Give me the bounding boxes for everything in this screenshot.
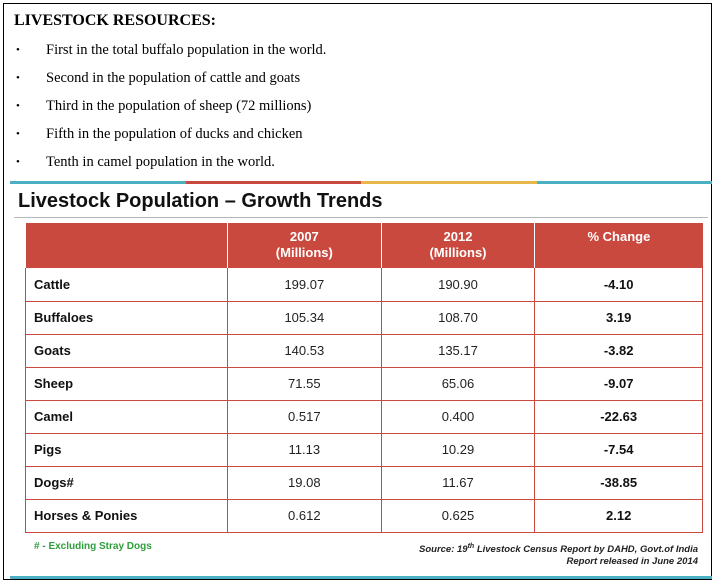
value-2007-cell: 199.07 (227, 268, 382, 302)
change-cell: -22.63 (534, 399, 703, 434)
bullet-item: • Tenth in camel population in the world. (16, 154, 275, 170)
bullet-item: • Fifth in the population of ducks and ch… (16, 126, 303, 142)
animal-cell: Buffaloes (25, 300, 228, 335)
table-header-row: 2007 (Millions) 2012 (Millions) % Change (25, 223, 703, 268)
value-2007-cell: 105.34 (227, 300, 382, 335)
table-row: Pigs 11.13 10.29 -7.54 (25, 432, 703, 467)
table-row: Sheep 71.55 65.06 -9.07 (25, 366, 703, 401)
header-cell-2012: 2012 (Millions) (381, 223, 536, 268)
table-row: Camel 0.517 0.400 -22.63 (25, 399, 703, 434)
resource-bullet-list: • First in the total buffalo population i… (14, 40, 326, 180)
change-cell: -38.85 (534, 465, 703, 500)
change-cell: 3.19 (534, 300, 703, 335)
value-2007-cell: 19.08 (227, 465, 382, 500)
change-cell: -9.07 (534, 366, 703, 401)
table-row: Buffaloes 105.34 108.70 3.19 (25, 300, 703, 335)
value-2012-cell: 190.90 (380, 268, 536, 302)
bullet-icon: • (16, 44, 20, 56)
color-segment (361, 181, 537, 184)
value-2012-cell: 11.67 (380, 465, 536, 500)
change-cell: -7.54 (534, 432, 703, 467)
change-cell: -3.82 (534, 333, 703, 368)
bullet-icon: • (16, 156, 20, 168)
bullet-icon: • (16, 128, 20, 140)
panel-top-color-bar (10, 181, 712, 184)
color-segment (10, 181, 186, 184)
header-cell-change: % Change (534, 223, 703, 268)
table-row: Dogs# 19.08 11.67 -38.85 (25, 465, 703, 500)
value-2007-cell: 71.55 (227, 366, 382, 401)
value-2012-cell: 0.625 (380, 498, 536, 533)
color-segment (185, 181, 361, 184)
value-2012-cell: 108.70 (380, 300, 536, 335)
animal-cell: Horses & Ponies (25, 498, 228, 533)
panel-bottom-rule (10, 576, 712, 579)
value-2007-cell: 11.13 (227, 432, 382, 467)
table-row: Goats 140.53 135.17 -3.82 (25, 333, 703, 368)
document-frame: LIVESTOCK RESOURCES: • First in the total… (3, 3, 712, 580)
footnote: # - Excluding Stray Dogs (34, 541, 152, 552)
change-cell: -4.10 (534, 268, 703, 302)
bullet-item: • First in the total buffalo population i… (16, 42, 327, 58)
source-note: Source: 19th Livestock Census Report by … (419, 543, 698, 568)
bullet-icon: • (16, 100, 20, 112)
bullet-item: • Second in the population of cattle and … (16, 70, 301, 86)
animal-cell: Pigs (25, 432, 228, 467)
value-2012-cell: 65.06 (380, 366, 536, 401)
bullet-icon: • (16, 72, 20, 84)
table-row: Horses & Ponies 0.612 0.625 2.12 (25, 498, 703, 533)
title-divider (14, 217, 708, 218)
value-2012-cell: 10.29 (380, 432, 536, 467)
animal-cell: Dogs# (25, 465, 228, 500)
value-2007-cell: 0.612 (227, 498, 382, 533)
panel-title: Livestock Population – Growth Trends (18, 190, 383, 212)
header-cell-animal (25, 223, 228, 268)
value-2012-cell: 135.17 (380, 333, 536, 368)
value-2007-cell: 140.53 (227, 333, 382, 368)
change-cell: 2.12 (534, 498, 703, 533)
growth-trends-panel: Livestock Population – Growth Trends 200… (10, 181, 712, 579)
animal-cell: Camel (25, 399, 228, 434)
value-2012-cell: 0.400 (380, 399, 536, 434)
livestock-table: 2007 (Millions) 2012 (Millions) % Change C… (25, 223, 703, 533)
section-heading: LIVESTOCK RESOURCES: (14, 12, 216, 29)
animal-cell: Cattle (25, 268, 228, 302)
header-cell-2007: 2007 (Millions) (227, 223, 382, 268)
value-2007-cell: 0.517 (227, 399, 382, 434)
table-row: Cattle 199.07 190.90 -4.10 (25, 268, 703, 302)
animal-cell: Goats (25, 333, 228, 368)
color-segment (536, 181, 712, 184)
bullet-item: • Third in the population of sheep (72 mi… (16, 98, 312, 114)
animal-cell: Sheep (25, 366, 228, 401)
